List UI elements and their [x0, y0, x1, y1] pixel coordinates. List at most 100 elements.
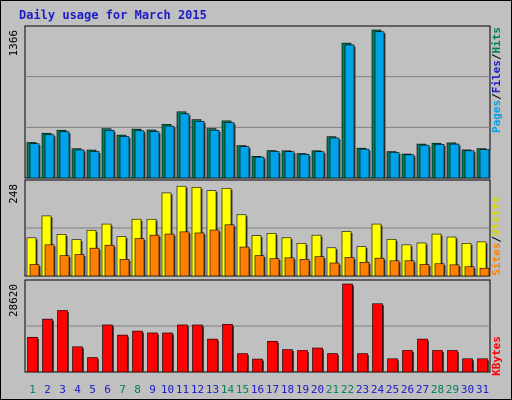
bar-kbytes-26 [402, 350, 413, 373]
bar-kbytes-24 [372, 303, 383, 373]
bar-files-17 [269, 151, 280, 179]
bar-files-23 [359, 148, 370, 179]
x-tick-label-4: 4 [74, 383, 81, 396]
bar-kbytes-1 [27, 336, 38, 373]
bar-kbytes-4 [72, 346, 83, 373]
bar-sites-27 [419, 264, 430, 277]
x-tick-label-23: 23 [356, 383, 369, 396]
x-tick-label-27: 27 [416, 383, 429, 396]
x-tick-label-1: 1 [29, 383, 36, 396]
x-tick-label-2: 2 [44, 383, 51, 396]
bar-sites-31 [479, 267, 490, 277]
x-tick-label-24: 24 [371, 383, 385, 396]
bar-sites-13 [209, 229, 220, 277]
bar-kbytes-2 [42, 318, 53, 373]
bar-kbytes-19 [297, 350, 308, 373]
x-tick-label-28: 28 [431, 383, 444, 396]
bar-sites-7 [119, 259, 130, 277]
bar-sites-25 [389, 260, 400, 277]
bar-files-15 [239, 146, 250, 179]
bar-sites-19 [299, 259, 310, 277]
x-tick-label-16: 16 [251, 383, 264, 396]
x-tick-label-31: 31 [476, 383, 489, 396]
x-tick-label-18: 18 [281, 383, 294, 396]
bar-kbytes-31 [477, 358, 488, 373]
bar-files-28 [434, 144, 445, 179]
bar-kbytes-28 [432, 350, 443, 373]
bar-files-13 [209, 129, 220, 179]
bar-kbytes-11 [177, 324, 188, 373]
x-tick-label-3: 3 [59, 383, 66, 396]
bar-files-12 [194, 121, 205, 179]
bar-files-24 [374, 31, 385, 179]
bar-files-11 [179, 113, 190, 179]
bar-sites-29 [449, 264, 460, 277]
bar-kbytes-25 [387, 358, 398, 373]
legend-top-part-3: / [490, 53, 503, 60]
legend-top-part-4: Hits [490, 27, 503, 54]
chart-title: Daily usage for March 2015 [19, 8, 207, 22]
bar-sites-8 [134, 238, 145, 277]
bar-files-26 [404, 154, 415, 179]
x-tick-label-12: 12 [191, 383, 204, 396]
x-tick-label-22: 22 [341, 383, 354, 396]
legend-middle: Sites/Visits [490, 196, 503, 276]
bar-files-2 [44, 134, 55, 179]
max-label-middle: 248 [7, 184, 20, 204]
bar-sites-20 [314, 256, 325, 277]
bar-kbytes-8 [132, 330, 143, 373]
bar-files-25 [389, 152, 400, 179]
bar-kbytes-16 [252, 358, 263, 373]
bar-kbytes-20 [312, 347, 323, 373]
bar-kbytes-3 [57, 310, 68, 373]
bar-sites-4 [74, 254, 85, 277]
x-tick-label-9: 9 [149, 383, 156, 396]
bar-sites-16 [254, 255, 265, 277]
bar-files-30 [464, 150, 475, 179]
legend-middle-part-2: Visits [490, 196, 503, 236]
bar-sites-18 [284, 257, 295, 277]
x-tick-label-25: 25 [386, 383, 399, 396]
bar-kbytes-14 [222, 324, 233, 373]
bar-sites-12 [194, 232, 205, 277]
x-tick-label-17: 17 [266, 383, 279, 396]
bar-files-14 [224, 122, 235, 179]
bar-files-31 [479, 149, 490, 179]
bar-files-7 [119, 136, 130, 179]
bar-files-1 [29, 143, 40, 179]
x-tick-label-6: 6 [104, 383, 111, 396]
x-tick-label-7: 7 [119, 383, 126, 396]
bar-sites-15 [239, 246, 250, 277]
bar-files-27 [419, 144, 430, 179]
bar-sites-10 [164, 233, 175, 277]
bar-files-20 [314, 151, 325, 179]
bar-files-21 [329, 137, 340, 179]
bar-sites-14 [224, 224, 235, 277]
bar-kbytes-30 [462, 358, 473, 373]
x-tick-label-15: 15 [236, 383, 249, 396]
legend-middle-part-1: / [490, 236, 503, 243]
legend-top: Pages/Files/Hits [490, 27, 503, 133]
x-tick-label-11: 11 [176, 383, 189, 396]
bar-files-4 [74, 149, 85, 179]
bar-kbytes-21 [327, 353, 338, 373]
bar-files-3 [59, 131, 70, 179]
x-tick-label-20: 20 [311, 383, 324, 396]
bar-kbytes-13 [207, 338, 218, 373]
bar-kbytes-7 [117, 334, 128, 373]
legend-top-part-0: Pages [490, 100, 503, 133]
bar-sites-6 [104, 244, 115, 277]
legend-top-part-1: / [490, 93, 503, 100]
legend-top-part-2: Files [490, 60, 503, 93]
bar-files-16 [254, 156, 265, 179]
x-tick-label-21: 21 [326, 383, 339, 396]
bar-kbytes-27 [417, 338, 428, 373]
bar-files-18 [284, 151, 295, 179]
max-label-top: 1366 [7, 30, 20, 57]
x-tick-label-5: 5 [89, 383, 96, 396]
x-tick-label-26: 26 [401, 383, 414, 396]
bar-sites-24 [374, 257, 385, 277]
legend-bottom-part-0: KBytes [490, 336, 503, 376]
bar-sites-2 [44, 244, 55, 277]
